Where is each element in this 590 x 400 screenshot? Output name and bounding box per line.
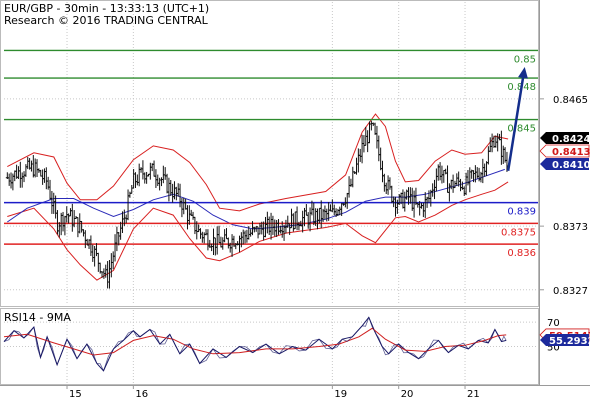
rsi-texture xyxy=(149,329,161,345)
rsi-texture xyxy=(23,326,35,339)
price-tag-price: 0.84248 xyxy=(540,132,590,145)
rsi-texture xyxy=(468,340,479,350)
level-label: 0.845 xyxy=(507,124,536,135)
level-label: 0.85 xyxy=(514,54,536,65)
rsi-texture xyxy=(103,348,114,371)
rsi-texture xyxy=(428,339,439,350)
rsi-texture xyxy=(189,343,201,364)
rsi-texture xyxy=(56,339,68,365)
rsi-texture xyxy=(96,363,104,372)
chart-title: EUR/GBP - 30min - 13:33:13 (UTC+1) xyxy=(4,2,209,15)
rsi-y-tick-label: 70 xyxy=(547,318,560,329)
y-tick-label: 0.8327 xyxy=(553,286,588,297)
rsi-texture xyxy=(86,343,98,364)
level-label: 0.8375 xyxy=(501,227,536,238)
rsi-texture xyxy=(458,342,469,350)
rsi-texture xyxy=(408,352,419,359)
rsi-texture xyxy=(66,338,78,359)
x-tick-label: 20 xyxy=(401,389,414,400)
rsi-texture xyxy=(133,330,141,338)
bollinger-upper-line xyxy=(7,113,509,212)
rsi-texture xyxy=(278,345,293,355)
x-tick-label: 16 xyxy=(135,389,148,400)
rsi-texture xyxy=(494,329,502,342)
rsi-tag-label: 55.2932 xyxy=(549,336,590,347)
rsi-texture xyxy=(159,334,171,345)
rsi-texture xyxy=(252,343,267,353)
rsi-texture xyxy=(292,346,306,352)
rsi-texture xyxy=(351,325,363,338)
x-tick-label: 15 xyxy=(69,389,82,400)
y-tick-label: 0.8373 xyxy=(553,222,588,233)
rsi-texture xyxy=(225,346,240,358)
rsi-texture xyxy=(212,348,227,359)
rsi-texture xyxy=(169,334,181,354)
rsi-texture xyxy=(139,329,151,338)
rsi-y-tick-label: 50 xyxy=(547,343,560,354)
rsi-texture xyxy=(342,336,353,342)
rsi-texture xyxy=(13,330,25,339)
rsi-texture xyxy=(501,335,507,342)
rsi-texture xyxy=(76,343,88,359)
rsi-texture xyxy=(123,330,134,341)
rsi-title: RSI14 - 9MA xyxy=(4,311,71,324)
x-tick-label: 19 xyxy=(334,389,347,400)
price-tag-label: 0.84108 xyxy=(552,160,590,171)
price-bars xyxy=(5,120,509,289)
x-tick-label: 21 xyxy=(467,389,480,400)
rsi-texture xyxy=(33,326,41,358)
price-tag-upper-band: 0.84131 xyxy=(539,144,590,158)
main-panel-frame xyxy=(0,0,539,307)
rsi-texture xyxy=(398,343,409,354)
rsi-texture xyxy=(487,329,496,344)
rsi-series-signal xyxy=(3,327,507,356)
rsi-texture xyxy=(448,344,459,353)
rsi-texture xyxy=(46,336,58,365)
rsi-texture xyxy=(375,332,383,347)
axis-labels: 0.8465 0.8373 0.8327 70 50 15 16 19 20 21 0.84248 0… xyxy=(66,95,590,400)
rsi-tag-rsi: 55.2932 xyxy=(540,334,590,347)
rsi-texture xyxy=(305,338,320,351)
rsi-texture xyxy=(265,343,280,355)
rsi-texture xyxy=(3,330,15,343)
rsi-texture xyxy=(368,317,376,334)
level-label: 0.836 xyxy=(507,248,536,259)
bollinger-lower-line xyxy=(7,181,509,281)
forecast-arrow-shaft xyxy=(506,77,525,171)
rsi-lines xyxy=(3,316,507,372)
rsi-texture xyxy=(438,340,449,353)
forecast-arrow xyxy=(506,67,528,171)
rsi-texture xyxy=(239,346,254,353)
rsi-texture xyxy=(418,348,429,360)
chart-subtitle: Research © 2016 TRADING CENTRAL xyxy=(4,14,209,27)
rsi-texture xyxy=(381,346,389,356)
rsi-texture xyxy=(179,343,190,354)
price-tag-label: 0.84248 xyxy=(552,134,590,145)
level-label: 0.839 xyxy=(507,207,536,218)
forecast-arrow-head xyxy=(518,67,528,79)
rsi-texture xyxy=(199,348,214,364)
rsi-texture xyxy=(362,317,370,327)
y-tick-label: 0.8465 xyxy=(553,95,588,106)
rsi-texture xyxy=(40,336,48,358)
price-tag-label: 0.84131 xyxy=(552,147,590,158)
rsi-texture xyxy=(478,337,489,344)
rsi-texture xyxy=(113,340,124,350)
rsi-texture xyxy=(388,343,399,354)
price-tag-lower-line: 0.84108 xyxy=(540,158,590,171)
rsi-texture xyxy=(332,338,343,350)
rsi-texture xyxy=(318,338,333,350)
